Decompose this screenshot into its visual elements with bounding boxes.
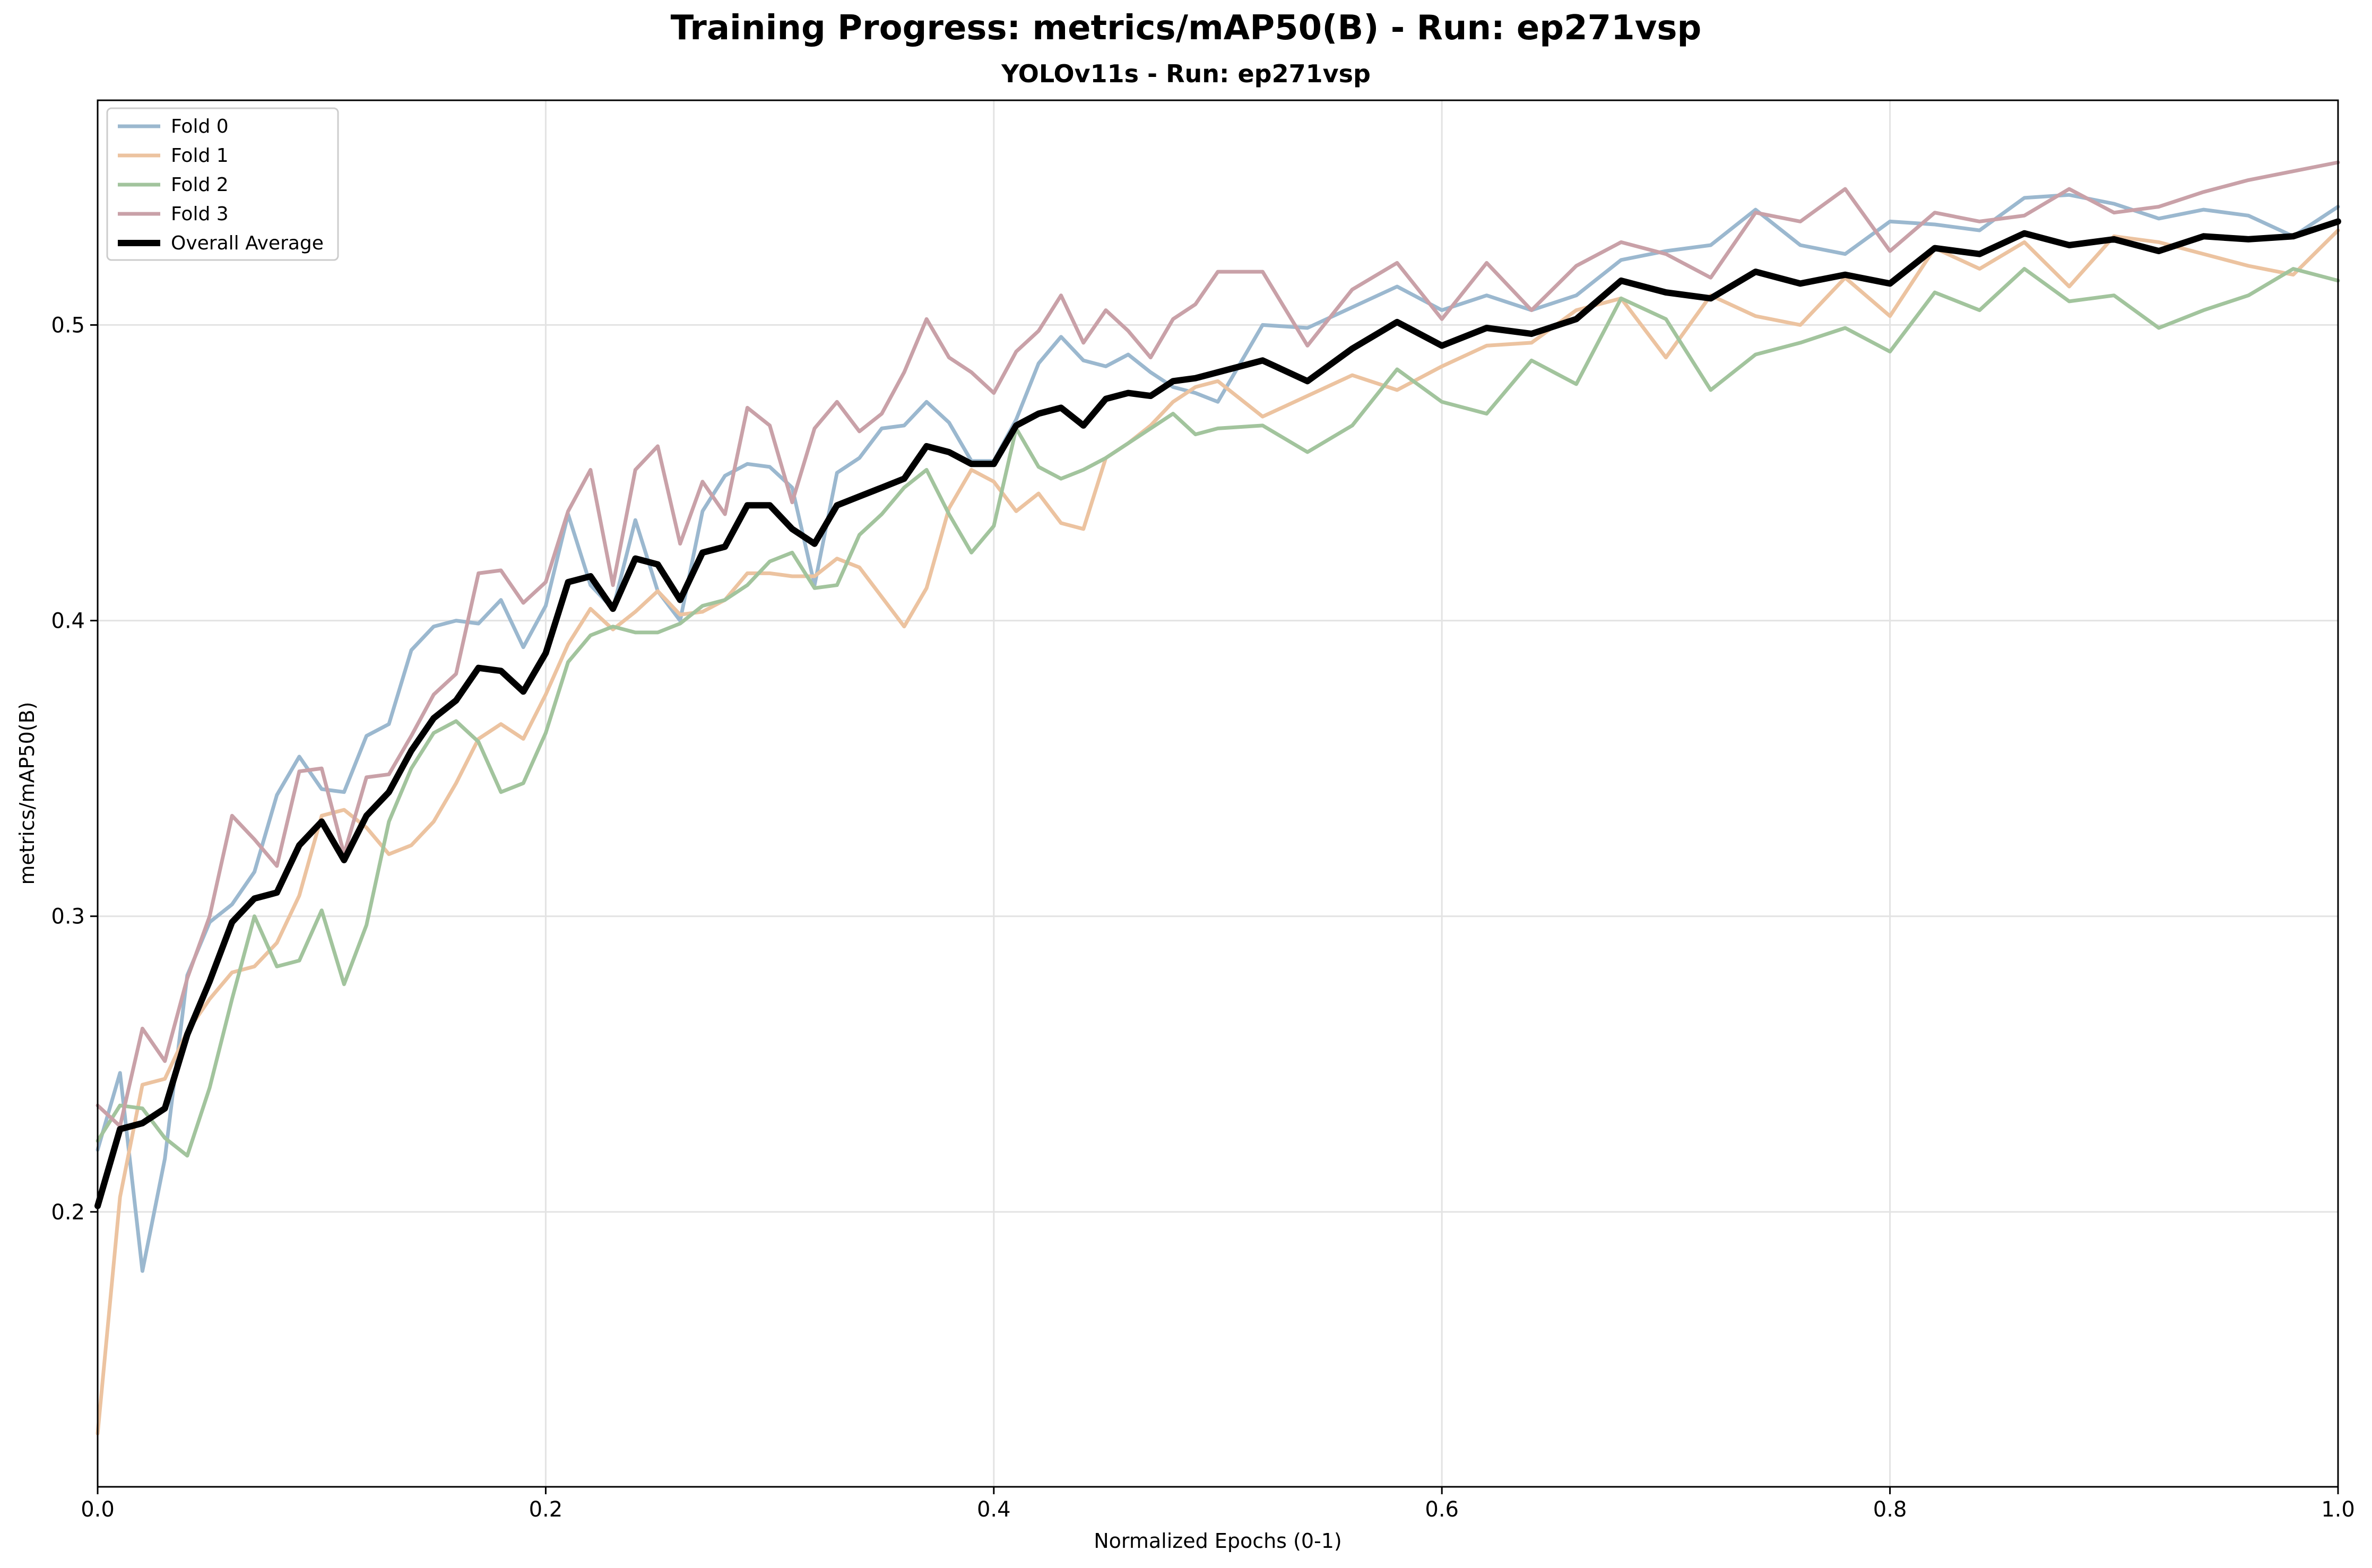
series-lines	[94, 160, 2341, 1436]
x-tick-label: 0.8	[1873, 1497, 1907, 1522]
series-line-0	[96, 193, 2340, 1273]
x-tick-label: 0.6	[1425, 1497, 1459, 1522]
y-tick-label: 0.4	[51, 609, 85, 634]
legend-label: Overall Average	[171, 232, 324, 254]
legend-label: Fold 2	[171, 174, 229, 196]
legend-label: Fold 1	[171, 145, 229, 167]
series-line-1	[96, 228, 2340, 1436]
series-line-2	[96, 267, 2340, 1158]
legend-box	[106, 107, 339, 261]
y-tick-label: 0.2	[51, 1200, 85, 1225]
y-axis-label: metrics/mAP50(B)	[15, 702, 39, 885]
series-line-3	[96, 160, 2340, 1128]
legend-label: Fold 3	[171, 203, 229, 225]
x-axis-label: Normalized Epochs (0-1)	[1094, 1529, 1342, 1553]
legend: Fold 0 Fold 1 Fold 2 Fold 3 Overall Average	[106, 107, 339, 261]
chart-title: Training Progress: metrics/mAP50(B) - Ru…	[671, 8, 1702, 48]
y-tick-label: 0.5	[51, 313, 85, 337]
x-tick-label: 0.0	[81, 1497, 115, 1522]
series-line-4	[94, 218, 2341, 1209]
y-tick-label: 0.3	[51, 905, 85, 929]
x-tick-label: 0.2	[529, 1497, 563, 1522]
x-tick-label: 1.0	[2321, 1497, 2355, 1522]
plot-area-frame	[97, 99, 2339, 1488]
chart-subtitle: YOLOv11s - Run: ep271vsp	[1001, 59, 1371, 88]
axis-ticks: 0.0 0.2 0.4 0.6 0.8 1.0 0.2 0.3 0.4 0.5	[51, 313, 2354, 1522]
x-tick-label: 0.4	[977, 1497, 1011, 1522]
legend-label: Fold 0	[171, 116, 229, 137]
